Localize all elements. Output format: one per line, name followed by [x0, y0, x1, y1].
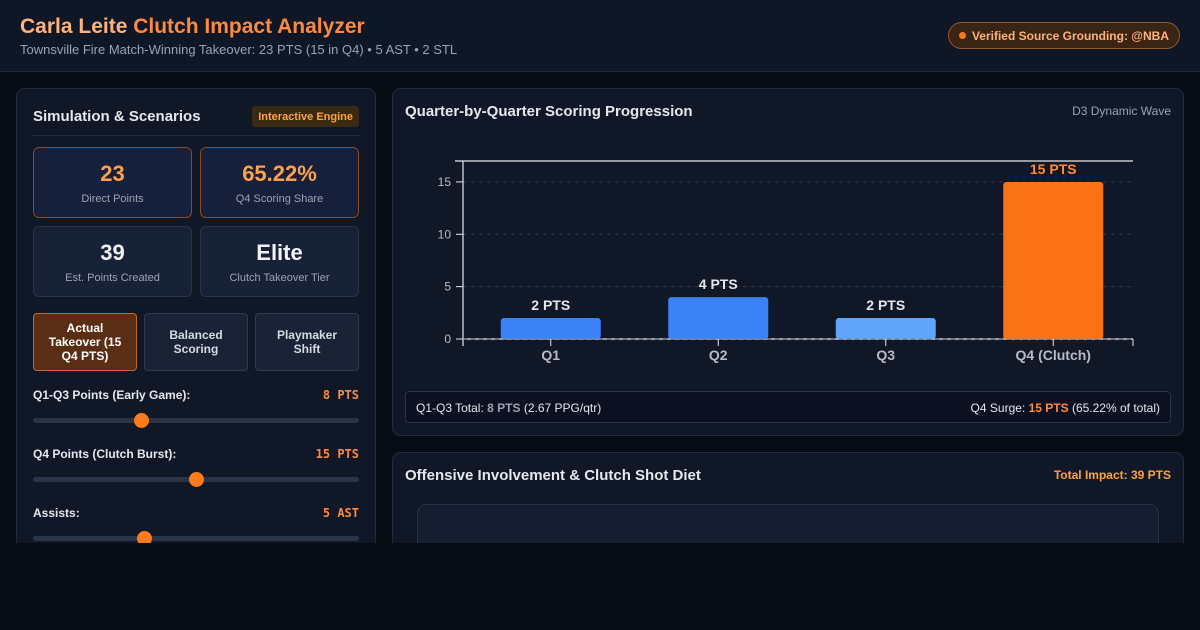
- early-game-summary: Q1-Q3 Total: 8 PTS (2.67 PPG/qtr): [416, 401, 601, 415]
- slider-value: 5 AST: [322, 506, 359, 520]
- chart-title: Quarter-by-Quarter Scoring Progression: [405, 103, 693, 120]
- page-footer-area: [0, 543, 1200, 630]
- stat-points-created: 39 Est. Points Created: [33, 226, 192, 297]
- y-tick-label: 5: [444, 280, 451, 294]
- slider-value: 8 PTS: [322, 388, 359, 402]
- slider-track[interactable]: [33, 418, 359, 423]
- bar-q4-clutch-: [1003, 181, 1104, 339]
- app-header: Carla Leite Clutch Impact Analyzer Towns…: [0, 0, 1200, 72]
- x-tick-label: Q4 (Clutch): [1016, 347, 1091, 363]
- slider-early-game-points: Q1-Q3 Points (Early Game): 8 PTS: [33, 388, 359, 438]
- x-tick-label: Q3: [876, 347, 895, 363]
- page-title: Carla Leite Clutch Impact Analyzer: [20, 15, 365, 39]
- slider-value: 15 PTS: [315, 447, 359, 461]
- scenario-balanced-scoring-button[interactable]: Balanced Scoring: [144, 313, 248, 371]
- title-text: Clutch Impact Analyzer: [127, 15, 365, 38]
- summary-note: (65.22% of total): [1068, 401, 1160, 415]
- page-subtitle: Townsville Fire Match-Winning Takeover: …: [20, 42, 458, 57]
- scenario-actual-takeover-button[interactable]: Actual Takeover (15 Q4 PTS): [33, 313, 137, 371]
- stat-label: Est. Points Created: [65, 272, 160, 284]
- stat-label: Clutch Takeover Tier: [229, 272, 330, 284]
- scenario-playmaker-shift-button[interactable]: Playmaker Shift: [255, 313, 359, 371]
- stat-takeover-tier: Elite Clutch Takeover Tier: [200, 226, 359, 297]
- chart-engine-tag: D3 Dynamic Wave: [1072, 104, 1171, 118]
- scoring-progression-panel: 0 5 10 15 2 PTS Q1 4 PTS Q2 2 PTS Q3 15 PTS Q4 (Clu…: [392, 88, 1184, 436]
- summary-label: Q4 Surge:: [970, 401, 1029, 415]
- summary-note: (2.67 PPG/qtr): [520, 401, 602, 415]
- bar-data-label: 2 PTS: [866, 297, 905, 313]
- slider-track[interactable]: [33, 536, 359, 541]
- bar-data-label: 4 PTS: [699, 276, 738, 292]
- slider-label: Assists:: [33, 506, 80, 520]
- summary-label: Q1-Q3 Total:: [416, 401, 488, 415]
- offense-panel-title: Offensive Involvement & Clutch Shot Diet: [405, 467, 701, 484]
- simulation-panel-header: Simulation & Scenarios Interactive Engin…: [33, 106, 359, 136]
- stat-q4-share: 65.22% Q4 Scoring Share: [200, 147, 359, 218]
- summary-value: 15 PTS: [1028, 401, 1069, 415]
- status-dot-icon: [958, 32, 966, 39]
- bar-data-label: 2 PTS: [531, 297, 570, 313]
- slider-clutch-points: Q4 Points (Clutch Burst): 15 PTS: [33, 447, 359, 497]
- slider-thumb[interactable]: [133, 413, 149, 428]
- stat-label: Q4 Scoring Share: [235, 193, 324, 205]
- bar-q1: [500, 318, 601, 339]
- slider-assists: Assists: 5 AST: [33, 506, 359, 556]
- player-name: Carla Leite: [20, 15, 128, 38]
- verified-source-badge[interactable]: Verified Source Grounding: @NBA: [947, 22, 1180, 49]
- simulation-panel-title: Simulation & Scenarios: [33, 108, 201, 125]
- interactive-engine-tag: Interactive Engine: [252, 106, 359, 127]
- slider-thumb[interactable]: [136, 531, 152, 546]
- x-tick-label: Q1: [541, 347, 560, 363]
- summary-value: 8 PTS: [487, 401, 521, 415]
- y-tick-label: 10: [438, 227, 452, 241]
- bar-data-label: 15 PTS: [1030, 161, 1077, 177]
- slider-label: Q1-Q3 Points (Early Game):: [33, 388, 191, 402]
- slider-thumb[interactable]: [189, 472, 204, 487]
- slider-label: Q4 Points (Clutch Burst):: [33, 447, 177, 461]
- badge-label: Verified Source Grounding: @NBA: [971, 28, 1169, 43]
- scoring-bar-chart: 0 5 10 15 2 PTS Q1 4 PTS Q2 2 PTS Q3 15 PTS Q4 (Clu…: [438, 160, 1134, 363]
- scoring-summary-bar: Q1-Q3 Total: 8 PTS (2.67 PPG/qtr) Q4 Sur…: [405, 391, 1171, 423]
- stat-value: Elite: [256, 240, 303, 265]
- stat-label: Direct Points: [81, 193, 144, 205]
- x-tick-label: Q2: [709, 347, 728, 363]
- simulation-panel: Simulation & Scenarios Interactive Engin…: [16, 88, 376, 558]
- stat-value: 65.22%: [242, 161, 317, 186]
- y-tick-label: 0: [444, 332, 451, 346]
- q4-surge-summary: Q4 Surge: 15 PTS (65.22% of total): [971, 401, 1160, 415]
- total-impact-label: Total Impact: 39 PTS: [1053, 468, 1171, 482]
- bar-q3: [835, 318, 936, 339]
- y-tick-label: 15: [438, 175, 452, 189]
- bar-q2: [668, 297, 769, 339]
- stat-value: 39: [100, 240, 125, 265]
- stat-direct-points: 23 Direct Points: [33, 147, 192, 218]
- stat-value: 23: [100, 161, 125, 186]
